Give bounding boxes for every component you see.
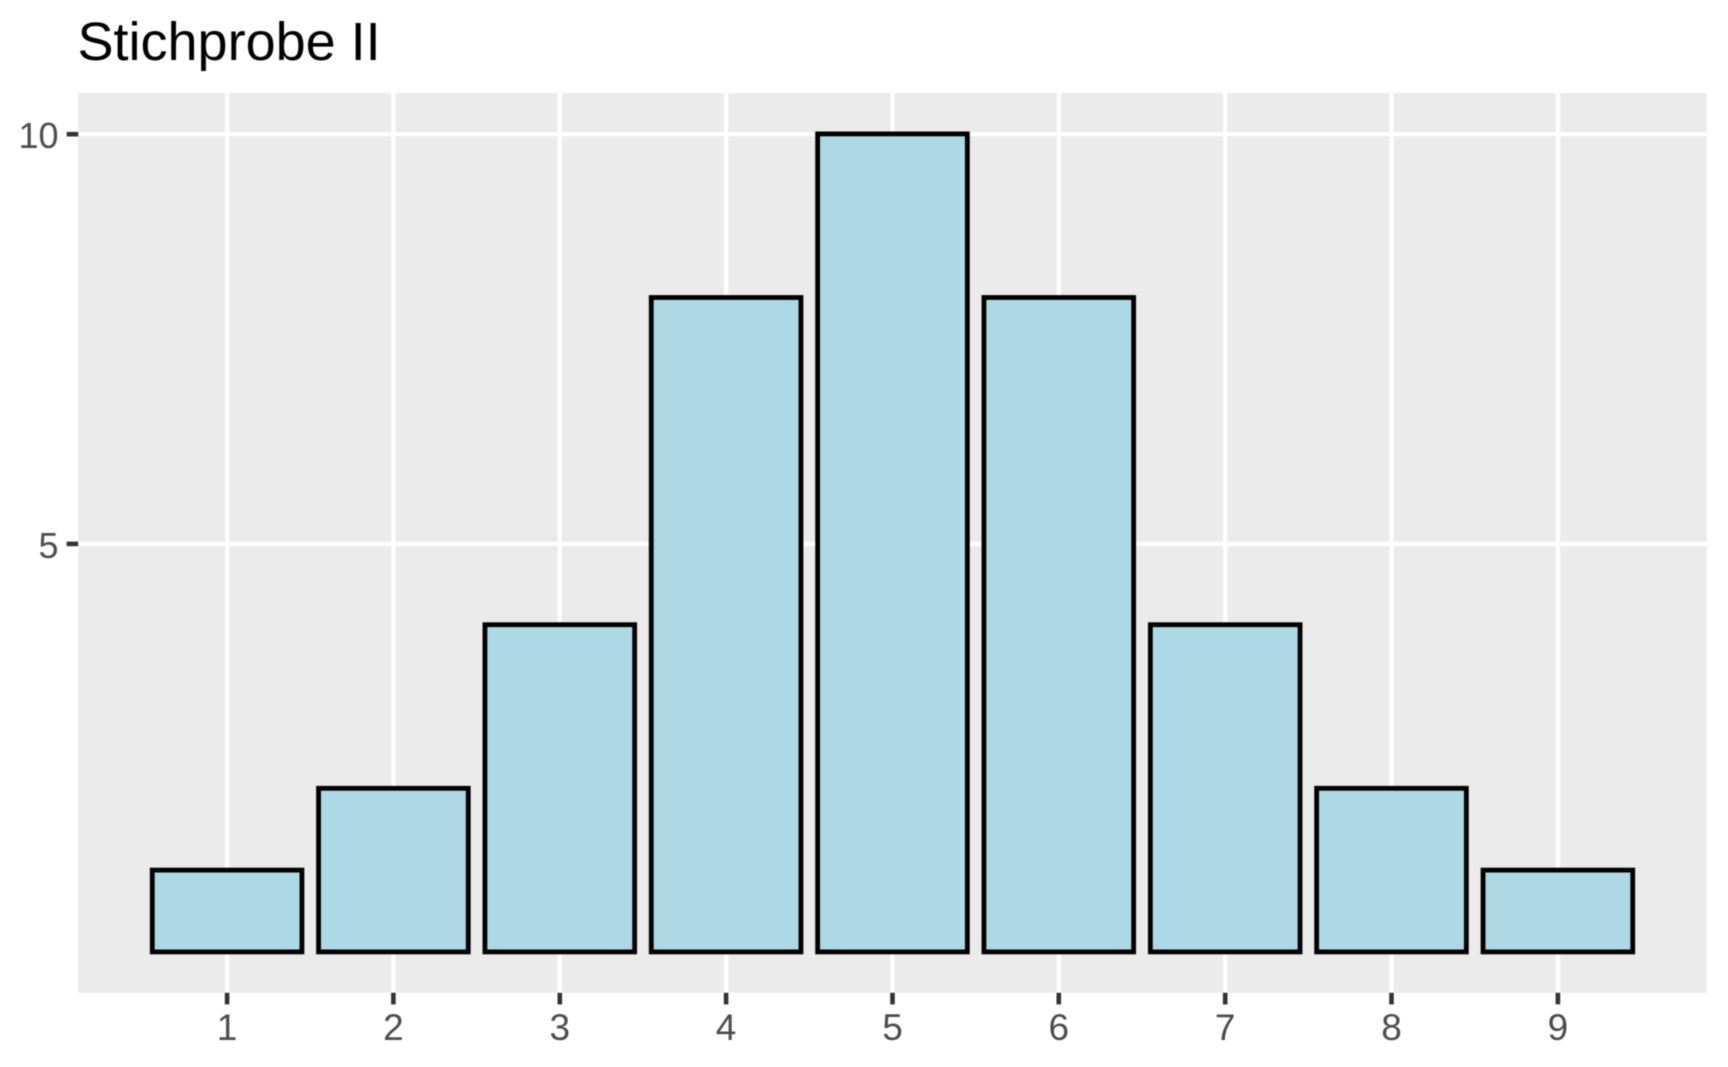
svg-text:5: 5 <box>882 1007 903 1048</box>
svg-text:10: 10 <box>18 115 58 156</box>
svg-text:7: 7 <box>1215 1007 1236 1048</box>
svg-text:2: 2 <box>383 1007 404 1048</box>
svg-text:6: 6 <box>1049 1007 1070 1048</box>
svg-text:1: 1 <box>217 1007 238 1048</box>
svg-text:Stichprobe II: Stichprobe II <box>78 12 381 72</box>
svg-text:5: 5 <box>38 525 58 566</box>
svg-text:4: 4 <box>716 1007 737 1048</box>
svg-text:8: 8 <box>1381 1007 1402 1048</box>
svg-text:9: 9 <box>1548 1007 1569 1048</box>
svg-text:3: 3 <box>550 1007 571 1048</box>
